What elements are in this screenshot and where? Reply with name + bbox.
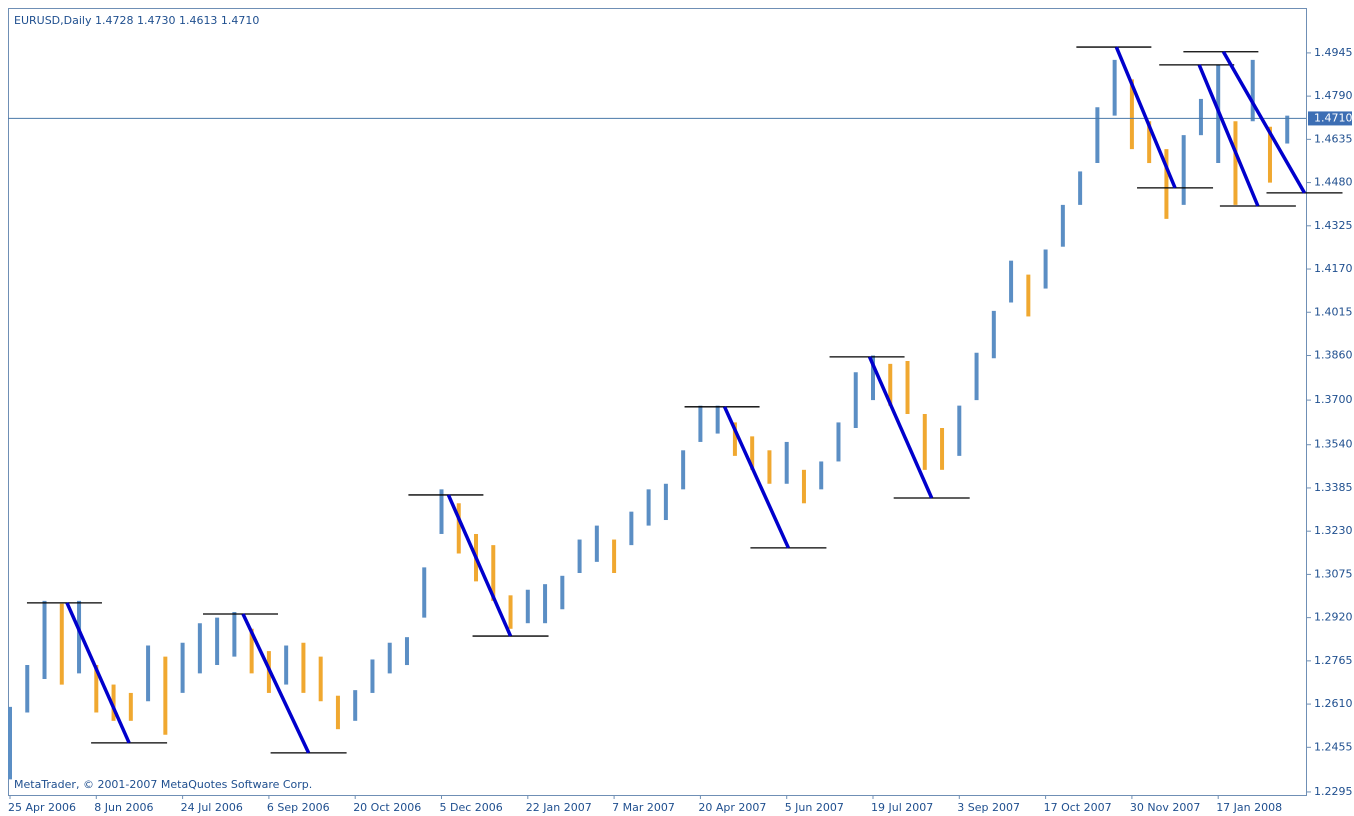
- last-price-label: 1.4710: [1314, 111, 1353, 124]
- x-tick-label: 25 Apr 2006: [8, 801, 76, 814]
- y-tick-label: 1.4015: [1314, 305, 1353, 318]
- chart-title: EURUSD,Daily 1.4728 1.4730 1.4613 1.4710: [14, 14, 259, 27]
- channel-line: [1114, 46, 1177, 189]
- copyright: MetaTrader, © 2001-2007 MetaQuotes Softw…: [14, 778, 312, 791]
- channel-line: [722, 406, 791, 549]
- x-tick-label: 20 Apr 2007: [698, 801, 766, 814]
- x-tick-label: 6 Sep 2006: [267, 801, 330, 814]
- y-tick-label: 1.3860: [1314, 348, 1353, 361]
- y-tick-label: 1.4480: [1314, 176, 1353, 189]
- x-tick-label: 5 Dec 2006: [440, 801, 503, 814]
- x-tick-label: 19 Jul 2007: [871, 801, 933, 814]
- channel-line: [1221, 50, 1307, 194]
- channel-line: [867, 356, 934, 499]
- channel-line: [1197, 64, 1260, 207]
- y-tick-label: 1.4790: [1314, 89, 1353, 102]
- x-tick-label: 17 Jan 2008: [1216, 801, 1282, 814]
- y-tick-label: 1.4635: [1314, 132, 1353, 145]
- y-tick-label: 1.3230: [1314, 524, 1353, 537]
- y-tick-label: 1.2920: [1314, 611, 1353, 624]
- x-tick-label: 3 Sep 2007: [957, 801, 1020, 814]
- x-tick-label: 24 Jul 2006: [181, 801, 243, 814]
- x-tick-label: 8 Jun 2006: [94, 801, 153, 814]
- channel-line: [446, 494, 513, 637]
- x-tick-label: 30 Nov 2007: [1130, 801, 1200, 814]
- channel-line: [65, 602, 131, 744]
- y-tick-label: 1.3075: [1314, 567, 1353, 580]
- y-tick-label: 1.4945: [1314, 46, 1353, 59]
- y-tick-label: 1.2295: [1314, 785, 1353, 798]
- x-tick-label: 17 Oct 2007: [1044, 801, 1112, 814]
- x-tick-label: 22 Jan 2007: [526, 801, 592, 814]
- channel-line: [241, 613, 311, 754]
- x-tick-label: 5 Jun 2007: [785, 801, 844, 814]
- y-tick-label: 1.3385: [1314, 481, 1353, 494]
- plot-frame: [8, 8, 1307, 796]
- y-tick-label: 1.4325: [1314, 219, 1353, 232]
- y-tick-label: 1.2610: [1314, 697, 1353, 710]
- x-tick-label: 20 Oct 2006: [353, 801, 421, 814]
- y-tick-label: 1.2765: [1314, 654, 1353, 667]
- last-price-box: [1308, 111, 1352, 126]
- y-tick-label: 1.3540: [1314, 438, 1353, 451]
- y-tick-label: 1.4170: [1314, 262, 1353, 275]
- y-tick-label: 1.2455: [1314, 740, 1353, 753]
- x-tick-label: 7 Mar 2007: [612, 801, 675, 814]
- y-tick-label: 1.3700: [1314, 393, 1353, 406]
